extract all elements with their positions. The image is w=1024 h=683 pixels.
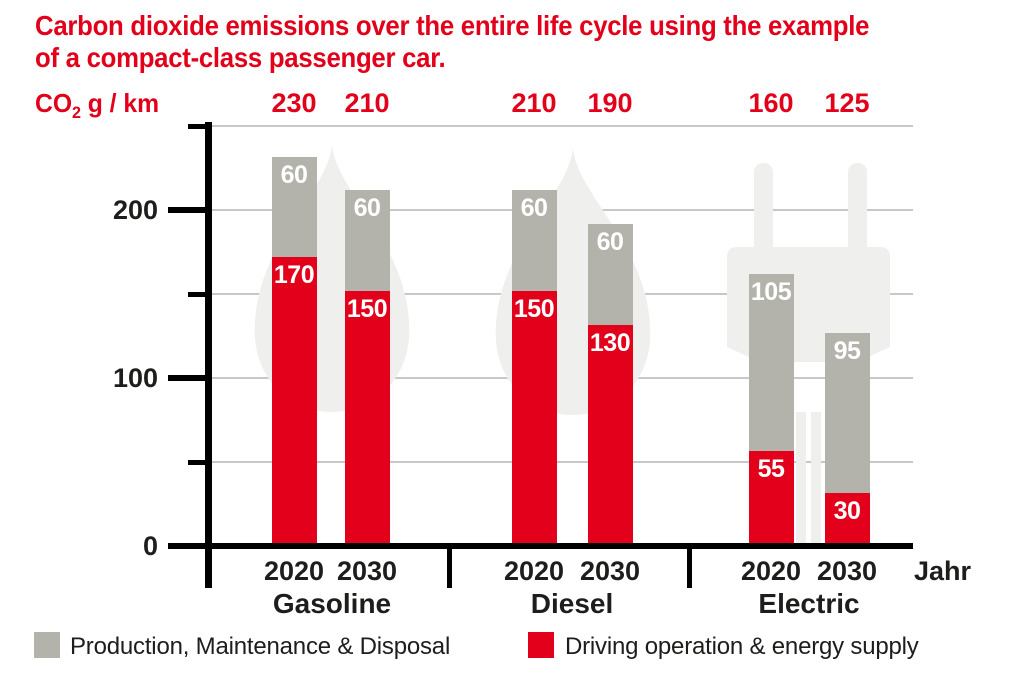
- x-axis-year-caption: Jahr: [914, 556, 972, 586]
- group-separator-2: [687, 549, 692, 588]
- bar-production-gasoline-2020: [271, 156, 317, 258]
- value-production: 60: [353, 194, 381, 223]
- value-production: 95: [833, 337, 861, 365]
- bar-driving-electric-2020: [748, 450, 794, 543]
- x-tick-electric-2030: 2030: [816, 556, 878, 586]
- value-driving: 150: [513, 295, 555, 323]
- x-axis-line: [168, 543, 913, 549]
- value-driving: 150: [346, 295, 388, 323]
- y-minor-tick-150: [188, 292, 205, 297]
- unit-co: CO: [35, 88, 73, 118]
- legend-label-driving: Driving operation & energy supply: [565, 633, 919, 660]
- y-major-tick-200: [168, 207, 205, 213]
- value-production: 105: [750, 278, 792, 307]
- y-axis-line: [205, 122, 212, 588]
- total-electric-2030: 125: [824, 88, 870, 118]
- total-gasoline-2030: 210: [344, 88, 390, 118]
- x-tick-electric-2020: 2020: [740, 556, 802, 586]
- unit-subscript: 2: [72, 103, 82, 123]
- bar-driving-electric-2030: [824, 492, 870, 543]
- total-diesel-2030: 190: [587, 88, 633, 118]
- bar-production-diesel-2030: [587, 223, 633, 325]
- y-tick-label-200: 200: [112, 195, 158, 225]
- bar-production-electric-2020: [748, 274, 794, 451]
- y-tick-label-0: 0: [142, 531, 158, 561]
- value-production: 60: [280, 160, 308, 189]
- y-axis-unit-label: CO2 g / km: [35, 88, 159, 123]
- bar-driving-diesel-2030: [587, 324, 633, 543]
- value-driving: 30: [833, 496, 861, 525]
- x-tick-gasoline-2020: 2020: [263, 556, 325, 586]
- legend-swatch-driving: [528, 632, 554, 658]
- bar-production-gasoline-2030: [344, 190, 390, 291]
- legend-label-production: Production, Maintenance & Disposal: [70, 633, 451, 660]
- legend-swatch-production: [34, 632, 60, 658]
- group-label-electric: Electric: [758, 588, 860, 619]
- value-driving: 55: [757, 454, 785, 483]
- value-driving: 170: [273, 261, 315, 290]
- group-separator-1: [447, 549, 452, 588]
- group-label-gasoline: Gasoline: [272, 588, 392, 619]
- total-diesel-2020: 210: [511, 88, 557, 118]
- chart-title-line2: of a compact-class passenger car.: [35, 42, 446, 73]
- value-production: 60: [596, 227, 624, 256]
- bar-driving-diesel-2020: [511, 291, 557, 543]
- chart-title-line1: Carbon dioxide emissions over the entire…: [35, 10, 870, 41]
- unit-gkm: g / km: [87, 88, 160, 118]
- y-major-tick-100: [168, 375, 205, 381]
- total-electric-2020: 160: [748, 88, 794, 118]
- value-driving: 130: [589, 328, 631, 357]
- gridline-50: [209, 461, 913, 463]
- x-tick-diesel-2020: 2020: [503, 556, 565, 586]
- bar-production-diesel-2020: [511, 190, 557, 291]
- y-minor-tick-250: [188, 124, 205, 129]
- gridline-250: [209, 125, 913, 127]
- value-production: 60: [520, 194, 548, 223]
- total-gasoline-2020: 230: [271, 88, 317, 118]
- x-tick-diesel-2030: 2030: [579, 556, 641, 586]
- group-label-diesel: Diesel: [530, 588, 614, 619]
- bar-driving-gasoline-2030: [344, 291, 390, 543]
- x-tick-gasoline-2030: 2030: [336, 556, 398, 586]
- bar-production-electric-2030: [824, 333, 870, 493]
- bar-driving-gasoline-2020: [271, 257, 317, 543]
- y-minor-tick-50: [188, 460, 205, 465]
- y-tick-label-100: 100: [112, 363, 158, 393]
